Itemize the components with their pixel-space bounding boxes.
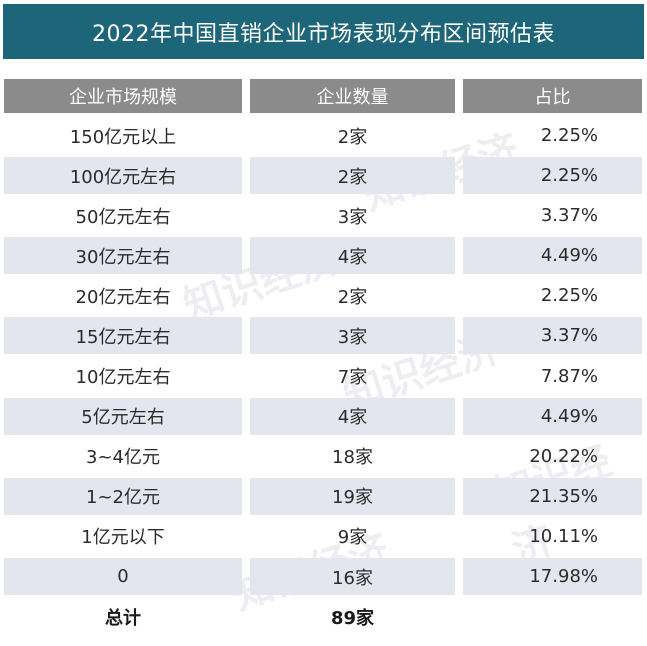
table-row: 1~2亿元 19家 21.35% — [4, 477, 642, 515]
header-percent: 占比 — [463, 79, 642, 113]
cell-scale: 1亿元以下 — [81, 527, 165, 549]
cell-count: 18家 — [332, 447, 373, 469]
cell-percent: 3.37% — [463, 317, 642, 355]
table-row: 1亿元以下 9家 10.11% — [4, 518, 642, 555]
cell-count: 16家 — [250, 558, 455, 596]
cell-scale: 20亿元左右 — [75, 286, 171, 308]
cell-scale: 100亿元左右 — [4, 157, 242, 195]
cell-count: 2家 — [337, 286, 368, 308]
cell-count: 3家 — [337, 206, 368, 228]
cell-percent: 3.37% — [540, 205, 598, 227]
table-header-row: 企业市场规模 企业数量 占比 — [4, 79, 642, 113]
table-row: 0 16家 17.98% — [4, 558, 642, 596]
cell-count: 7家 — [337, 367, 368, 389]
cell-percent: 2.25% — [540, 125, 598, 146]
cell-percent: 4.49% — [463, 397, 642, 435]
header-scale: 企业市场规模 — [4, 79, 242, 113]
cell-count: 2家 — [337, 126, 368, 148]
cell-scale: 5亿元左右 — [4, 397, 242, 435]
cell-percent: 20.22% — [529, 445, 598, 467]
cell-scale: 50亿元左右 — [75, 206, 171, 228]
cell-count: 9家 — [337, 527, 368, 549]
cell-scale: 10亿元左右 — [75, 367, 171, 389]
table-row: 3~4亿元 18家 20.22% — [4, 438, 642, 475]
cell-percent: 4.49% — [463, 237, 642, 275]
total-row: 总计 89家 — [4, 598, 642, 635]
cell-percent: 21.35% — [463, 477, 642, 515]
table-row: 150亿元以上 2家 2.25% — [4, 117, 642, 154]
total-percent — [463, 598, 642, 635]
cell-count: 19家 — [250, 477, 455, 515]
table-row: 50亿元左右 3家 3.37% — [4, 197, 642, 234]
data-table: 企业市场规模 企业数量 占比 150亿元以上 2家 2.25% 100亿元左右 2家 2.… — [4, 79, 642, 638]
cell-percent: 2.25% — [540, 285, 598, 307]
cell-count: 4家 — [250, 237, 455, 275]
table-row: 10亿元左右 7家 7.87% — [4, 358, 642, 395]
header-count: 企业数量 — [250, 79, 455, 113]
table-row: 15亿元左右 3家 3.37% — [4, 317, 642, 355]
cell-scale: 150亿元以上 — [69, 126, 177, 148]
cell-percent: 2.25% — [463, 157, 642, 195]
cell-percent: 10.11% — [529, 525, 598, 547]
table-row: 100亿元左右 2家 2.25% — [4, 157, 642, 195]
cell-scale: 15亿元左右 — [4, 317, 242, 355]
cell-percent: 7.87% — [540, 365, 598, 387]
table-row: 5亿元左右 4家 4.49% — [4, 397, 642, 435]
table-body: 150亿元以上 2家 2.25% 100亿元左右 2家 2.25% 50亿元左右 3家 3.37… — [4, 117, 642, 596]
cell-scale: 1~2亿元 — [4, 477, 242, 515]
cell-scale: 0 — [4, 558, 242, 596]
cell-count: 2家 — [250, 157, 455, 195]
total-label: 总计 — [105, 607, 141, 629]
cell-count: 4家 — [250, 397, 455, 435]
table-row: 20亿元左右 2家 2.25% — [4, 277, 642, 314]
cell-scale: 3~4亿元 — [86, 447, 160, 469]
cell-percent: 17.98% — [463, 558, 642, 596]
table-row: 30亿元左右 4家 4.49% — [4, 237, 642, 275]
table-title: 2022年中国直销企业市场表现分布区间预估表 — [3, 4, 644, 59]
cell-scale: 30亿元左右 — [4, 237, 242, 275]
cell-count: 3家 — [250, 317, 455, 355]
total-count: 89家 — [330, 607, 375, 629]
